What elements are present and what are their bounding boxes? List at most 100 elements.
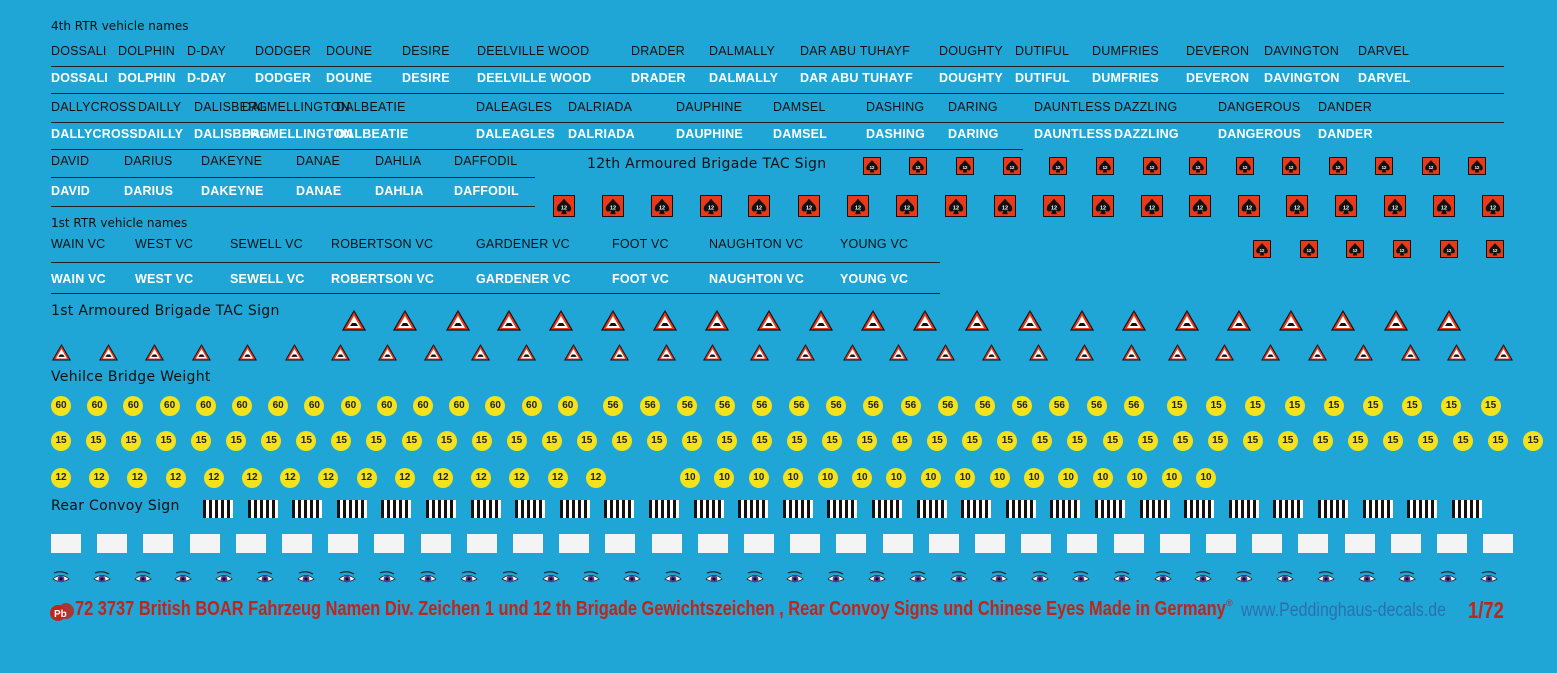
- vehicle-name: DANGEROUS: [1218, 127, 1302, 141]
- svg-text:12: 12: [904, 206, 910, 212]
- bridge-weight-disc: 15: [261, 431, 282, 451]
- vehicle-name: DUMFRIES: [1092, 71, 1159, 85]
- svg-text:12: 12: [1010, 165, 1015, 170]
- vehicle-name: DUTIFUL: [1015, 44, 1070, 58]
- vehicle-name: DALMALLY: [709, 71, 779, 85]
- vehicle-name: YOUNG VC: [840, 237, 909, 251]
- vehicle-name: GARDENER VC: [476, 237, 570, 251]
- tac-sign-12-spade: 12: [1440, 240, 1458, 258]
- chinese-eye: [1397, 571, 1417, 590]
- vehicle-name: DAKEYNE: [201, 154, 263, 168]
- chinese-eye: [133, 571, 153, 590]
- svg-text:12: 12: [1260, 248, 1265, 253]
- rear-convoy-stripes: [381, 500, 412, 518]
- bridge-weight-disc: 10: [817, 468, 838, 488]
- chinese-eye: [1357, 571, 1377, 590]
- vehicle-name: DASHING: [866, 100, 925, 114]
- chinese-eye: [622, 571, 642, 590]
- vehicle-name: DAHLIA: [375, 154, 422, 168]
- svg-text:12: 12: [1103, 165, 1108, 170]
- vehicle-name: DARING: [948, 100, 998, 114]
- bridge-weight-disc: 10: [748, 468, 769, 488]
- chinese-eye: [663, 571, 683, 590]
- bridge-weight-disc: 56: [863, 396, 884, 416]
- tac-sign-1-triangle: [1353, 344, 1374, 366]
- chinese-eye: [418, 571, 438, 590]
- tac-sign-1-triangle: [1278, 309, 1304, 336]
- rear-convoy-blank: [1483, 534, 1514, 553]
- vehicle-name: DOUGHTY: [939, 71, 1003, 85]
- tac-sign-12-spade: 12: [798, 195, 820, 217]
- vehicle-name: DALRIADA: [568, 100, 633, 114]
- bridge-weight-disc: 60: [268, 396, 289, 416]
- bridge-weight-disc: 10: [1161, 468, 1182, 488]
- vehicle-name: DUMFRIES: [1092, 44, 1159, 58]
- rear-convoy-blank: [836, 534, 867, 553]
- vehicle-name: DAHLIA: [375, 184, 424, 198]
- tac-sign-12-spade: 12: [1189, 195, 1211, 217]
- registered-mark: ®: [1226, 598, 1233, 608]
- rear-convoy-blank: [1252, 534, 1283, 553]
- chinese-eye: [173, 571, 193, 590]
- vehicle-name: DOUGHTY: [939, 44, 1003, 58]
- bridge-weight-disc: 15: [927, 431, 948, 451]
- bridge-weight-disc: 15: [506, 431, 527, 451]
- bridge-weight-disc: 15: [857, 431, 878, 451]
- rear-convoy-stripes: [693, 500, 724, 518]
- tac-sign-12-spade: 12: [1096, 157, 1114, 175]
- rear-convoy-stripes: [203, 500, 233, 518]
- vehicle-name: DOSSALI: [51, 44, 107, 58]
- svg-text:12: 12: [1289, 165, 1294, 170]
- vehicle-name: DAZZLING: [1114, 100, 1178, 114]
- tac-sign-1-triangle: [1214, 344, 1234, 366]
- vehicle-name: DRADER: [631, 44, 685, 58]
- svg-text:12: 12: [1051, 206, 1057, 212]
- bridge-weight-disc: 12: [471, 468, 492, 488]
- bridge-weight-disc: 15: [962, 431, 983, 451]
- vehicle-name: GARDENER VC: [476, 272, 571, 286]
- rear-convoy-stripes: [1318, 500, 1348, 518]
- footer-caption: 72 3737 British BOAR Fahrzeug Namen Div.…: [51, 598, 1478, 621]
- tac-sign-1-triangle: [563, 344, 583, 366]
- vehicle-name: DALMELLINGTON: [242, 100, 350, 114]
- rear-convoy-blank: [1113, 534, 1144, 553]
- bridge-weight-disc: 12: [547, 468, 568, 488]
- chinese-eye: [867, 571, 887, 590]
- vehicle-name: DARVEL: [1358, 71, 1411, 85]
- bridge-weight-disc: 60: [159, 396, 180, 416]
- vehicle-name: DAMSEL: [773, 127, 827, 141]
- vehicle-name: DODGER: [255, 44, 312, 58]
- bridge-weight-disc: 10: [1058, 468, 1079, 488]
- bridge-weight-disc: 60: [521, 396, 542, 416]
- tac-sign-1-triangle: [981, 344, 1002, 366]
- rear-convoy-blank: [466, 534, 497, 553]
- bridge-weight-disc: 56: [1012, 396, 1033, 416]
- tac-sign-1-triangle: [1069, 309, 1095, 336]
- vehicle-name: ROBERTSON VC: [331, 272, 435, 286]
- vehicle-name: DALLYCROSS: [51, 100, 137, 114]
- tac-sign-12-spade: 12: [1236, 157, 1254, 175]
- bridge-weight-disc: 15: [1167, 396, 1187, 416]
- rear-convoy-stripes: [559, 500, 590, 518]
- chinese-eye: [704, 571, 724, 590]
- tac-sign-12-spade: 12: [1300, 240, 1318, 258]
- svg-text:12: 12: [1336, 165, 1341, 170]
- tac-sign-12-spade: 12: [1189, 157, 1207, 175]
- bridge-weight-disc: 10: [680, 468, 700, 488]
- bridge-weight-disc: 15: [1206, 396, 1227, 416]
- rear-convoy-blank: [1437, 534, 1467, 553]
- chinese-eye: [989, 571, 1009, 590]
- bridge-weight-disc: 15: [1172, 431, 1193, 451]
- svg-text:12: 12: [806, 206, 812, 212]
- tac-sign-12-spade: 12: [1143, 157, 1161, 175]
- vehicle-name: DESIRE: [402, 44, 450, 58]
- bridge-weight-disc: 12: [585, 468, 606, 488]
- svg-text:12: 12: [1197, 206, 1203, 212]
- bridge-weight-disc: 60: [413, 396, 433, 416]
- rear-convoy-blank: [235, 534, 266, 553]
- bridge-weight-disc: 12: [51, 468, 71, 488]
- rear-convoy-stripes: [515, 500, 546, 518]
- chinese-eye: [51, 571, 71, 590]
- vehicle-name: NAUGHTON VC: [709, 237, 804, 251]
- tac-sign-12-spade: 12: [1468, 157, 1486, 175]
